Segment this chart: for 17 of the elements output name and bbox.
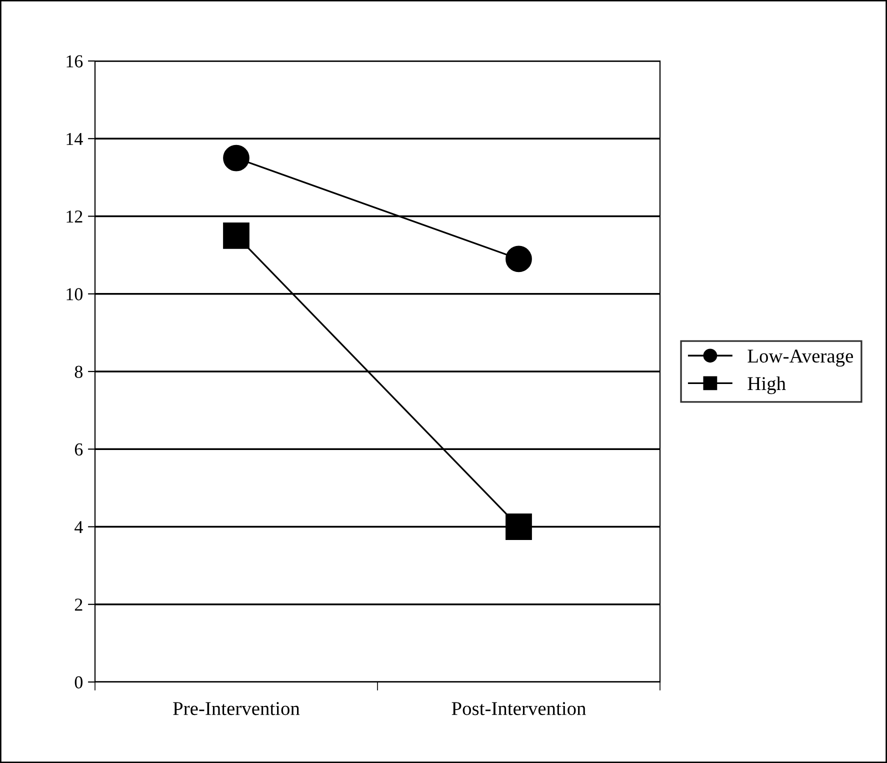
y-tick-label: 6 bbox=[74, 443, 83, 456]
point bbox=[223, 222, 250, 249]
y-tick-label: 8 bbox=[74, 366, 83, 378]
y-tick-label: 2 bbox=[74, 598, 82, 611]
point bbox=[506, 514, 532, 540]
point bbox=[506, 246, 532, 272]
point bbox=[223, 144, 250, 172]
y-tick-label: 10 bbox=[66, 288, 83, 300]
legend-label: Low-Average bbox=[748, 350, 853, 367]
y-tick-label: 14 bbox=[66, 132, 83, 145]
y-tick-label: 16 bbox=[66, 55, 83, 68]
y-tick-label: 12 bbox=[66, 210, 82, 223]
y-tick-label: 0 bbox=[74, 676, 83, 688]
x-tick-label: Post-Intervention bbox=[452, 702, 586, 716]
y-tick-label: 4 bbox=[74, 521, 83, 534]
legend-label: High bbox=[748, 376, 786, 394]
x-tick-label: Pre-Intervention bbox=[173, 702, 300, 716]
